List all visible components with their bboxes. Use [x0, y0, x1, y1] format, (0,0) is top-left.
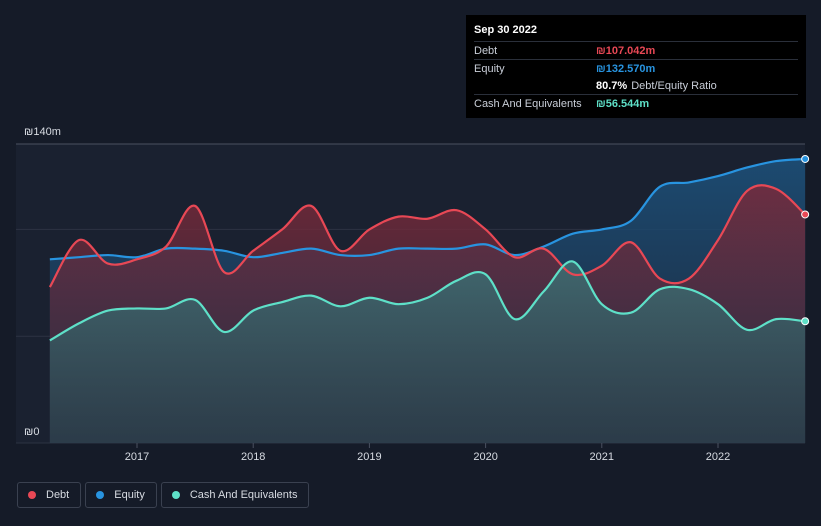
tooltip-row-equity: Equity ₪132.570m — [474, 59, 798, 77]
cash-and-equivalents-line — [49, 260, 806, 342]
cash-dot-icon — [171, 491, 180, 499]
equity-endpoint — [801, 154, 810, 163]
tooltip-value: 80.7% — [596, 79, 628, 92]
equity-dot-icon — [96, 491, 105, 499]
y-axis-min-label: ₪0 — [24, 426, 39, 438]
legend-label: Cash And Equivalents — [189, 489, 298, 501]
tooltip-label: Cash And Equivalents — [474, 97, 582, 110]
legend-item-debt[interactable]: Debt — [17, 482, 82, 508]
debt-line — [48, 184, 806, 288]
equity-line — [49, 157, 806, 261]
legend-item-equity[interactable]: Equity — [85, 482, 157, 508]
x-axis-tick-label: 2020 — [473, 451, 497, 463]
tooltip-date: Sep 30 2022 — [474, 24, 537, 36]
legend-item-cash[interactable]: Cash And Equivalents — [160, 482, 310, 508]
tooltip-row-debt: Debt ₪107.042m — [474, 41, 798, 59]
cash-and-equivalents-area — [49, 261, 806, 443]
x-axis-tick-label: 2022 — [706, 451, 730, 463]
tooltip-value: ₪132.570m — [596, 62, 656, 75]
debt-endpoint — [801, 210, 810, 219]
tooltip-value: ₪56.544m — [596, 97, 650, 110]
y-axis-max-label: ₪140m — [24, 126, 61, 138]
x-axis-tick-label: 2021 — [590, 451, 614, 463]
tooltip-value: ₪107.042m — [596, 44, 656, 57]
tooltip-row-cash: Cash And Equivalents ₪56.544m — [474, 94, 798, 112]
tooltip-label: Debt — [474, 44, 498, 57]
legend-label: Equity — [114, 489, 145, 501]
debt-dot-icon — [28, 491, 36, 499]
cash-and-equivalents-endpoint — [801, 317, 810, 326]
tooltip-ratio-label: Debt/Equity Ratio — [631, 79, 717, 92]
x-axis-tick-label: 2019 — [357, 451, 381, 463]
legend-label: Debt — [46, 489, 70, 501]
tooltip-panel: Sep 30 2022 Debt ₪107.042m Equity ₪132.5… — [466, 15, 806, 118]
tooltip-label: Equity — [474, 62, 505, 75]
chart-legend: Debt Equity Cash And Equivalents — [17, 482, 310, 508]
tooltip-row-ratio: 80.7% Debt/Equity Ratio — [474, 77, 798, 94]
x-axis-tick-label: 2017 — [125, 451, 149, 463]
x-axis-tick-label: 2018 — [241, 451, 265, 463]
